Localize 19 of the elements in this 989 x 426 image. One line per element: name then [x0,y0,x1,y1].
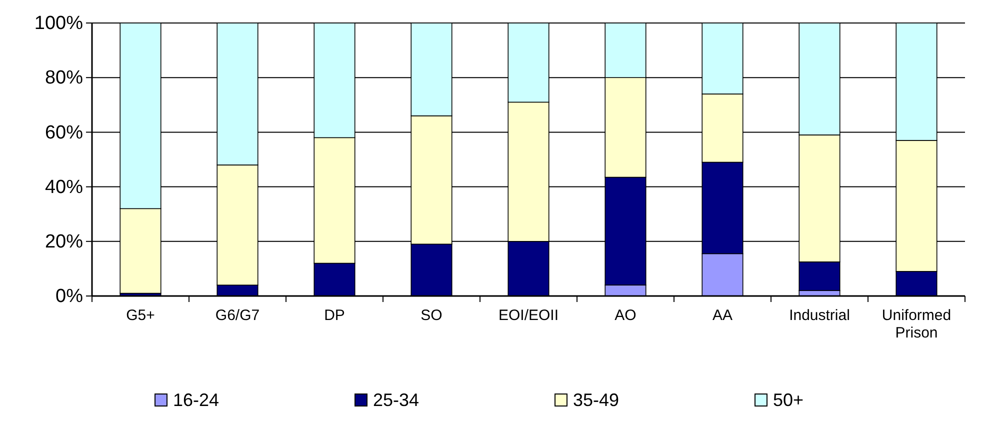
legend-label: 50+ [773,390,804,410]
y-tick-label: 0% [56,286,84,308]
x-tick-label: SO [420,307,442,324]
x-tick-label: G6/G7 [215,307,260,324]
x-tick-label: EOI/EOII [498,307,559,324]
x-tick-label: Uniformed Prison [882,307,952,342]
x-tick-label: G5+ [126,307,156,324]
x-tick-label: AO [614,307,636,324]
y-tick-label: 40% [44,176,84,198]
x-tick-label: Industrial [789,307,850,324]
y-tick-label: 20% [44,231,84,252]
y-tick-label: 80% [44,68,84,89]
x-tick-label: AA [712,307,733,324]
y-tick-label: 60% [44,122,84,144]
legend-label: 25-34 [373,390,420,410]
y-tick-label: 100% [34,13,84,34]
x-tick-label: DP [324,307,345,324]
legend-label: 35-49 [573,390,620,410]
legend-label: 16-24 [173,390,220,410]
